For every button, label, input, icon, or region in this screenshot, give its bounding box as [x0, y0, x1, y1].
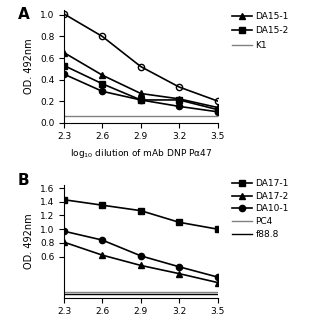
Legend: DA17-1, DA17-2, DA10-1, PC4, f88.8: DA17-1, DA17-2, DA10-1, PC4, f88.8 [228, 176, 292, 242]
Y-axis label: OD. 492nm: OD. 492nm [24, 38, 34, 94]
Legend: DA15-1, DA15-2, K1: DA15-1, DA15-2, K1 [228, 8, 292, 53]
X-axis label: log$_{10}$ dilution of mAb DNP Pα47: log$_{10}$ dilution of mAb DNP Pα47 [69, 147, 212, 160]
Text: B: B [18, 173, 29, 188]
Text: A: A [18, 7, 30, 22]
Y-axis label: OD. 492nm: OD. 492nm [24, 213, 34, 269]
